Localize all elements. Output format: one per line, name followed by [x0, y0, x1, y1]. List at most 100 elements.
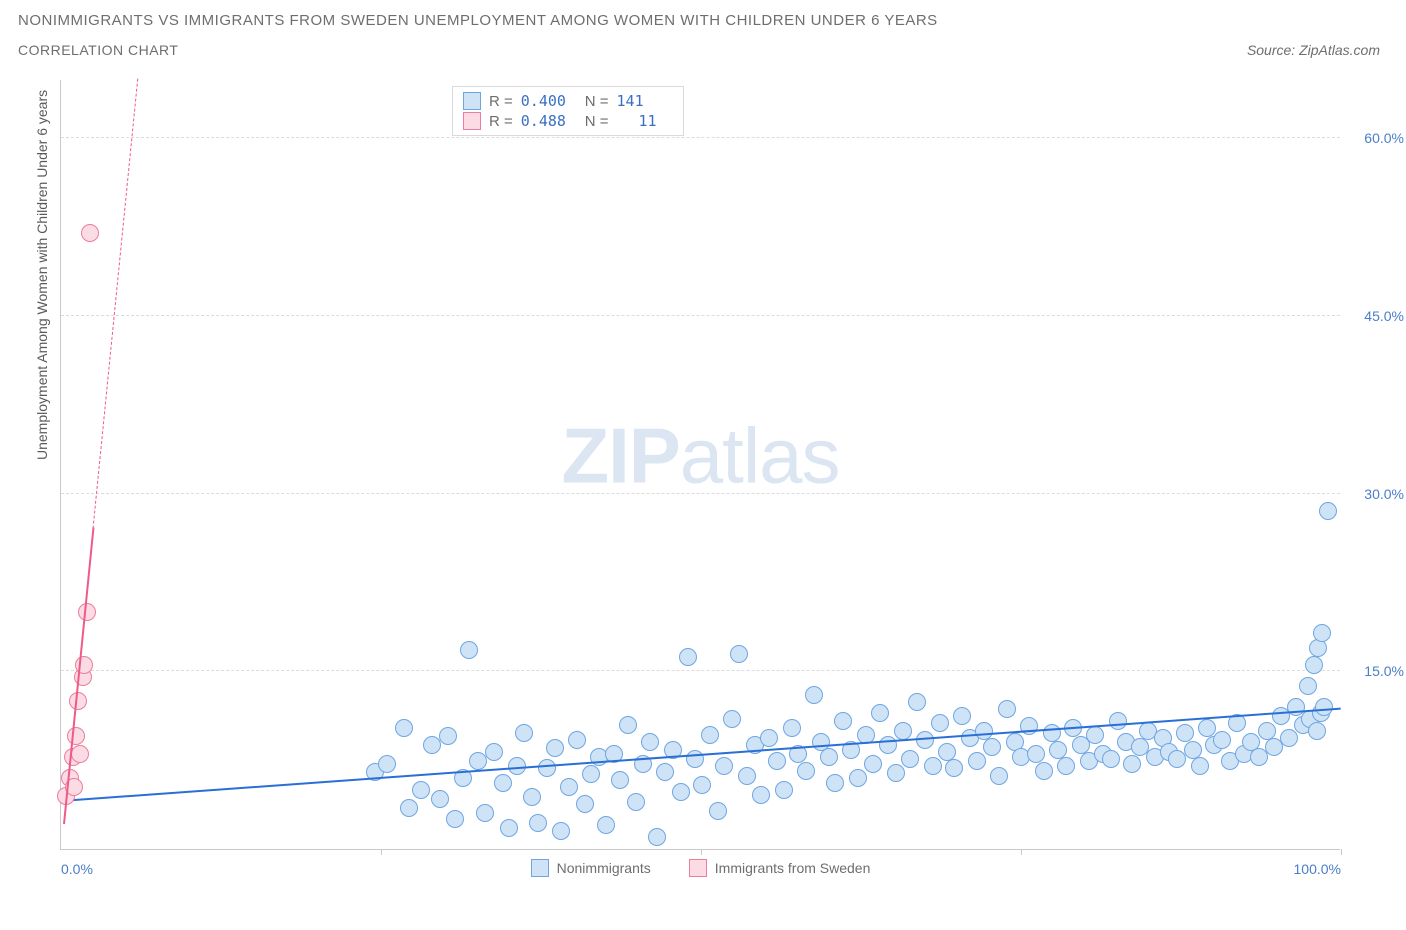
scatter-point [529, 814, 547, 832]
scatter-point [81, 224, 99, 242]
stat-r-value: 0.400 [521, 92, 577, 110]
gridline [61, 670, 1340, 671]
scatter-point [656, 763, 674, 781]
scatter-point [723, 710, 741, 728]
scatter-point [1258, 722, 1276, 740]
source-label: Source: ZipAtlas.com [1247, 42, 1380, 58]
scatter-point [460, 641, 478, 659]
scatter-point [1109, 712, 1127, 730]
scatter-point [760, 729, 778, 747]
scatter-point [975, 722, 993, 740]
scatter-point [752, 786, 770, 804]
y-tick-label: 30.0% [1364, 486, 1404, 502]
scatter-point [931, 714, 949, 732]
scatter-point [945, 759, 963, 777]
scatter-point [597, 816, 615, 834]
scatter-point [715, 757, 733, 775]
scatter-point [1313, 624, 1331, 642]
scatter-point [1043, 724, 1061, 742]
legend-item: Immigrants from Sweden [689, 859, 871, 877]
x-tick [1341, 849, 1342, 855]
stat-n-value: 141 [617, 92, 673, 110]
scatter-point [826, 774, 844, 792]
chart-subtitle: CORRELATION CHART [18, 42, 178, 58]
scatter-point [1198, 719, 1216, 737]
scatter-point [1176, 724, 1194, 742]
scatter-point [552, 822, 570, 840]
scatter-point [768, 752, 786, 770]
chart-title: NONIMMIGRANTS VS IMMIGRANTS FROM SWEDEN … [18, 12, 938, 29]
stat-n-label: N = [585, 113, 609, 130]
gridline [61, 315, 1340, 316]
scatter-point [1319, 502, 1337, 520]
scatter-point [1308, 722, 1326, 740]
scatter-point [1305, 656, 1323, 674]
scatter-point [412, 781, 430, 799]
stat-r-label: R = [489, 93, 513, 110]
scatter-point [1102, 750, 1120, 768]
scatter-point [1184, 741, 1202, 759]
scatter-point [395, 719, 413, 737]
scatter-point [805, 686, 823, 704]
scatter-point [693, 776, 711, 794]
stats-row: R = 0.488 N = 11 [463, 111, 673, 131]
scatter-point [1035, 762, 1053, 780]
scatter-point [924, 757, 942, 775]
scatter-point [485, 743, 503, 761]
scatter-point [560, 778, 578, 796]
x-tick [381, 849, 382, 855]
scatter-point [1027, 745, 1045, 763]
scatter-point [672, 783, 690, 801]
scatter-point [797, 762, 815, 780]
scatter-point [871, 704, 889, 722]
scatter-point [709, 802, 727, 820]
scatter-point [998, 700, 1016, 718]
scatter-point [879, 736, 897, 754]
y-tick-label: 15.0% [1364, 663, 1404, 679]
scatter-point [894, 722, 912, 740]
scatter-point [568, 731, 586, 749]
legend-item: Nonimmigrants [531, 859, 651, 877]
scatter-point [738, 767, 756, 785]
scatter-point [1191, 757, 1209, 775]
scatter-point [1213, 731, 1231, 749]
scatter-point [515, 724, 533, 742]
scatter-point [500, 819, 518, 837]
scatter-point [378, 755, 396, 773]
scatter-point [701, 726, 719, 744]
bottom-legend: Nonimmigrants Immigrants from Sweden [61, 859, 1340, 877]
scatter-point [990, 767, 1008, 785]
scatter-point [1315, 698, 1333, 716]
stat-r-label: R = [489, 113, 513, 130]
trend-line [93, 78, 139, 528]
scatter-point [783, 719, 801, 737]
scatter-point [431, 790, 449, 808]
scatter-point [619, 716, 637, 734]
scatter-point [546, 739, 564, 757]
scatter-point [775, 781, 793, 799]
scatter-point [1057, 757, 1075, 775]
scatter-point [908, 693, 926, 711]
scatter-point [71, 745, 89, 763]
stats-swatch [463, 112, 481, 130]
scatter-point [1123, 755, 1141, 773]
scatter-point [849, 769, 867, 787]
scatter-point [679, 648, 697, 666]
stat-n-value: 11 [617, 112, 657, 130]
scatter-point [864, 755, 882, 773]
gridline [61, 137, 1340, 138]
stats-swatch [463, 92, 481, 110]
scatter-point [1299, 677, 1317, 695]
scatter-point [953, 707, 971, 725]
scatter-point [611, 771, 629, 789]
scatter-point [983, 738, 1001, 756]
scatter-point [887, 764, 905, 782]
scatter-point [968, 752, 986, 770]
gridline [61, 493, 1340, 494]
watermark-atlas: atlas [680, 411, 840, 499]
watermark: ZIPatlas [561, 410, 839, 501]
stats-row: R = 0.400 N = 141 [463, 91, 673, 111]
scatter-point [648, 828, 666, 846]
scatter-point [627, 793, 645, 811]
scatter-point [938, 743, 956, 761]
